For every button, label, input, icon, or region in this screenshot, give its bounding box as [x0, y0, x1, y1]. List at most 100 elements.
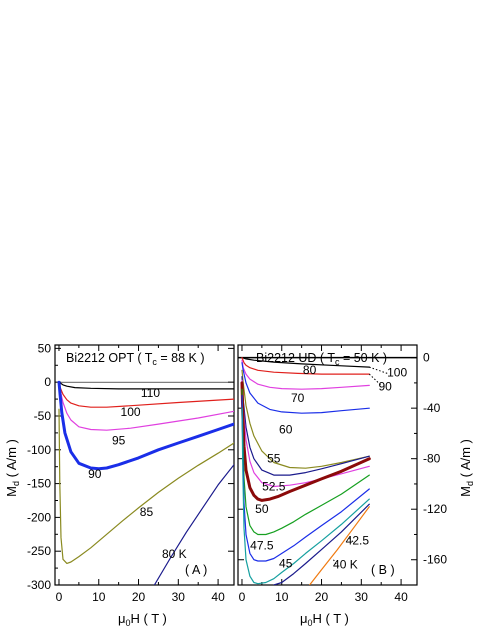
series-50-line [241, 388, 370, 536]
series-label: 90 [378, 379, 392, 393]
series-80-line [241, 359, 370, 390]
x-tick-label: 0 [239, 590, 246, 604]
leader-line [349, 537, 354, 543]
panel-a-x-axis-title: μ0H ( T ) [118, 611, 167, 628]
panel-b-title: Bi2212 UD ( Tc = 50 K ) [256, 351, 387, 367]
panel-b-ylabel-tail: ( A/m ) [458, 439, 473, 481]
panel-b-xlabel-sub: 0 [308, 618, 313, 628]
panel-a-title: Bi2212 OPT ( Tc = 88 K ) [66, 351, 205, 367]
panel-a-title-sub: c [152, 357, 157, 367]
series-40-K-line [309, 506, 370, 585]
panel-a-xlabel-tail: H ( T ) [131, 611, 167, 626]
series-label: 55 [267, 451, 281, 465]
panel-a-xlabel-main: μ [118, 611, 126, 626]
series-label: 47.5 [250, 539, 274, 553]
series-80-K-line [153, 464, 234, 585]
x-tick-label: 30 [355, 590, 369, 604]
series-70-line [241, 362, 370, 414]
panel-a-ticks: 0 10 20 30 40 50 0 -50 -100 -150 -200 -250 -300 [27, 341, 234, 604]
panel-b-x-axis-title: μ0H ( T ) [300, 611, 349, 628]
y-tick-label: -100 [27, 443, 51, 457]
panel-b-title-tail: = 50 K ) [339, 351, 387, 365]
y-tick-label: -160 [423, 553, 447, 567]
x-tick-label: 40 [211, 590, 225, 604]
leader-line [333, 559, 338, 567]
panel-a-curves [57, 380, 234, 585]
series-90-line [241, 357, 370, 375]
y-tick-label: -300 [27, 578, 51, 592]
panel-b-title-sub: c [335, 357, 340, 367]
y-tick-label: -80 [423, 452, 441, 466]
y-tick-label: -120 [423, 502, 447, 516]
series-52_5-bold--line [240, 381, 371, 502]
series-label: 100 [387, 366, 407, 380]
y-tick-label: -200 [27, 510, 51, 524]
series-100-line [241, 357, 370, 368]
leader-line [369, 366, 390, 375]
panel-a-y-axis-title: Md ( A/m ) [4, 439, 21, 497]
panel-a-ylabel-main: M [4, 486, 19, 497]
series-100-line [58, 381, 234, 408]
x-tick-label: 20 [132, 590, 146, 604]
panel-a-title-tail: = 88 K ) [157, 351, 205, 365]
series-label: 90 [88, 467, 102, 481]
series-label: 42.5 [346, 534, 370, 548]
series-52_5-line [241, 379, 370, 488]
series-45-line [241, 407, 370, 585]
x-tick-label: 10 [92, 590, 106, 604]
series-label: 110 [141, 386, 160, 400]
x-tick-label: 30 [172, 590, 186, 604]
panel-b-leader-lines [333, 366, 390, 567]
panel-a-letter: ( A ) [185, 563, 207, 577]
panel-b-title-main: Bi2212 UD ( T [256, 351, 335, 365]
panel-b-letter: ( B ) [371, 563, 395, 577]
panel-a-ylabel-sub: d [11, 481, 21, 486]
series-label: 45 [279, 556, 293, 570]
panel-b-ylabel-main: M [458, 486, 473, 497]
x-tick-label: 20 [315, 590, 329, 604]
series-label: 60 [279, 422, 293, 436]
panel-b-frame [237, 344, 418, 586]
panel-a: 0 10 20 30 40 50 0 -50 -100 -150 -200 -250 -300 1101… [4, 341, 235, 628]
series-label: 40 K [333, 558, 358, 572]
panel-b-curves [240, 357, 371, 585]
panel-a-xlabel-sub: 0 [126, 618, 131, 628]
series-label: 80 [303, 363, 317, 377]
series-label: 100 [121, 405, 141, 419]
y-tick-label: -40 [423, 401, 441, 415]
series-95-line [58, 381, 234, 431]
y-tick-label: -50 [34, 409, 52, 423]
series-60-line [241, 369, 370, 469]
series-55-line [241, 376, 370, 476]
series-110-line [58, 381, 234, 390]
x-tick-label: 10 [275, 590, 289, 604]
y-tick-label: -250 [27, 544, 51, 558]
series-label: 80 K [162, 547, 187, 561]
series-label: 52.5 [262, 479, 286, 493]
series-47_5-line [241, 394, 370, 562]
y-tick-label: 50 [38, 341, 52, 355]
panel-b-xlabel-tail: H ( T ) [313, 611, 349, 626]
series-85-line [58, 408, 234, 565]
x-tick-label: 40 [394, 590, 408, 604]
series-42_5-line [273, 503, 370, 585]
panel-b-ticks: 0 10 20 30 40 0 -40 -80 -120 -160 [238, 345, 447, 604]
panel-b-y-axis-title: Md ( A/m ) [458, 439, 475, 497]
series-90-line [57, 380, 234, 471]
series-label: 70 [291, 391, 305, 405]
y-tick-label: 0 [44, 375, 51, 389]
panel-b-xlabel-main: μ [300, 611, 308, 626]
x-tick-label: 0 [56, 590, 63, 604]
series-label: 95 [112, 433, 126, 447]
panel-b-ylabel-sub: d [465, 481, 475, 486]
series-label: 85 [140, 505, 154, 519]
leader-line [368, 373, 382, 386]
panel-a-title-main: Bi2212 OPT ( T [66, 351, 153, 365]
y-tick-label: -150 [27, 477, 51, 491]
y-tick-label: 0 [423, 351, 430, 365]
series-label: 50 [255, 502, 269, 516]
